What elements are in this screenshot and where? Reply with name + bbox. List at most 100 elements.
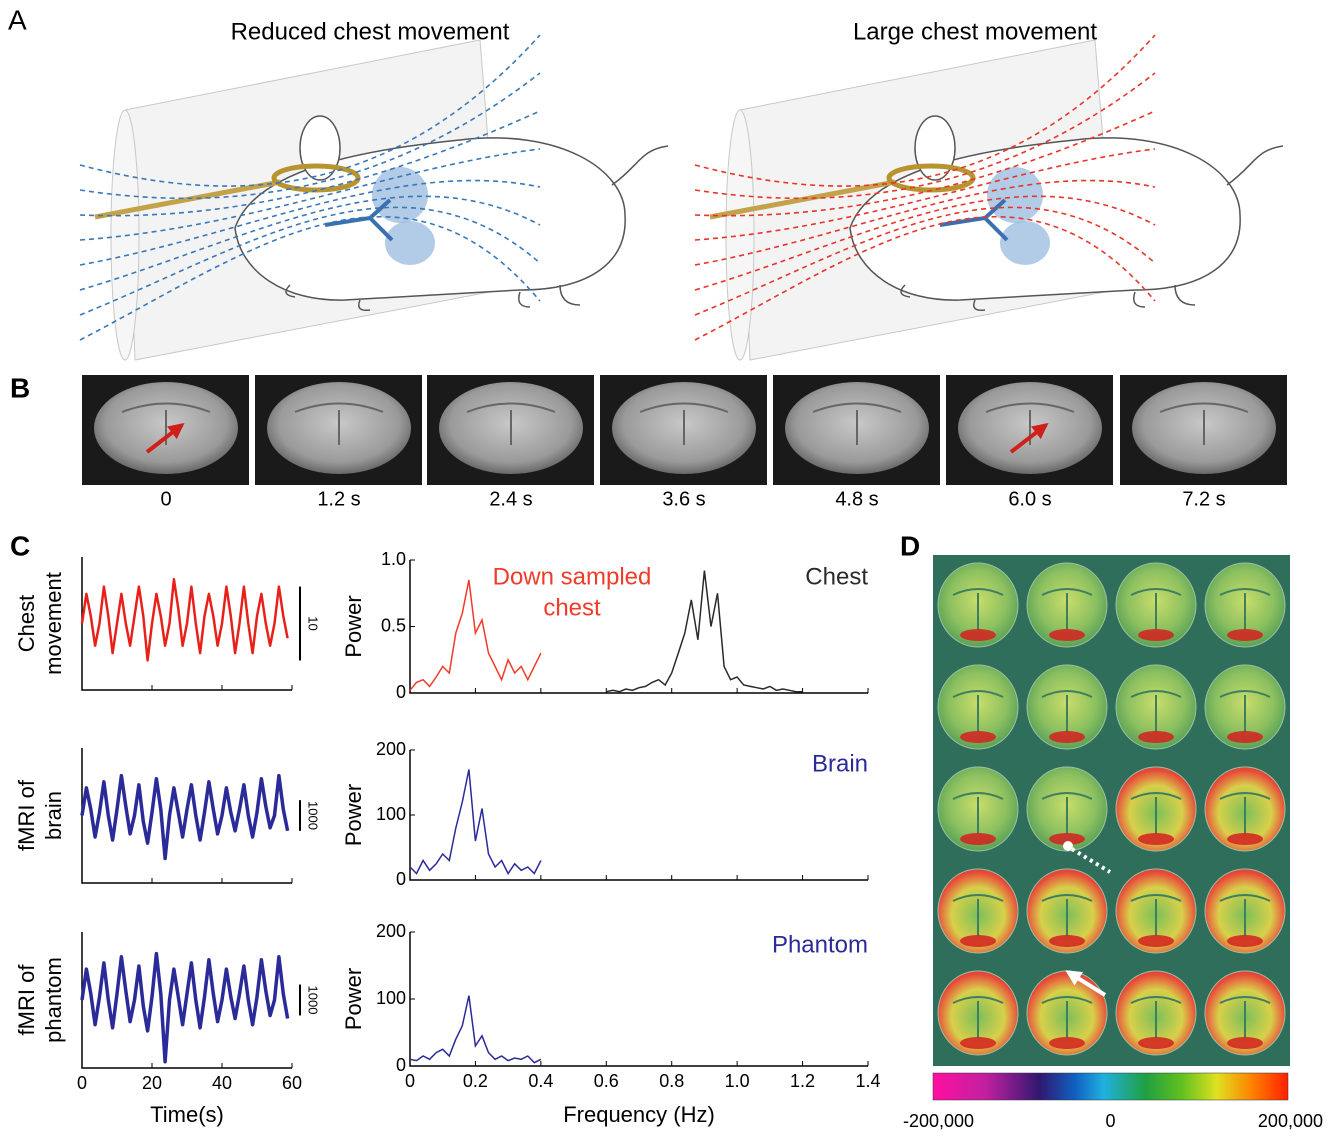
hot-spot [1227,833,1263,845]
mri-frame [427,375,594,485]
scale-bar-label: 1000 [306,801,321,830]
spectrum [410,580,541,690]
marker-dot [1063,841,1073,851]
spectrum [410,996,541,1063]
x-tick-label: 0 [405,1071,415,1091]
hot-spot [960,833,996,845]
hot-spot [960,1037,996,1049]
y-axis-label: movement [41,572,66,675]
y-tick-label: 200 [376,739,406,759]
trace [82,579,288,660]
y-axis-label: Power [341,968,366,1030]
hot-spot [960,935,996,947]
y-tick-label: 0.5 [381,615,406,635]
y-axis-label: Power [341,784,366,846]
lung [1000,221,1050,265]
colorbar-label: 0 [1105,1111,1115,1131]
panel-title: Large chest movement [853,18,1097,45]
y-axis-label: brain [41,791,66,840]
frame-time: 3.6 s [662,488,705,510]
rat-ear [300,116,340,180]
illustration [80,35,668,360]
panel-label: B [10,372,30,403]
x-tick-label: 0.2 [463,1071,488,1091]
x-tick-label: 0 [77,1073,87,1093]
mri-frame [773,375,940,485]
x-tick-label: 0.4 [528,1071,553,1091]
hot-spot [1227,935,1263,947]
lung [372,167,428,223]
lung [987,167,1043,223]
panel-label: A [8,4,27,35]
x-axis-label: Time(s) [150,1102,224,1127]
mri-frame [600,375,767,485]
hot-spot [1138,833,1174,845]
hot-spot [1049,1037,1085,1049]
x-tick-label: 0.6 [594,1071,619,1091]
frame-time: 0 [160,488,171,510]
scale-bar-label: 1000 [306,986,321,1015]
lung [385,221,435,265]
x-tick-label: 40 [212,1073,232,1093]
hot-spot [1138,935,1174,947]
mri-frame [255,375,422,485]
series-label: Brain [812,750,868,777]
colorbar [933,1073,1288,1100]
scale-bar-label: 10 [306,616,321,630]
trace [82,776,288,859]
colorbar-label: 200,000 [1258,1111,1323,1131]
series-label: chest [543,594,601,621]
colorbar-label: -200,000 [903,1111,974,1131]
x-tick-label: 0.8 [659,1071,684,1091]
y-axis-label: phantom [41,957,66,1043]
y-tick-label: 0 [396,682,406,702]
y-tick-label: 100 [376,988,406,1008]
hot-spot [1049,731,1085,743]
trace [82,954,288,1062]
frame-time: 2.4 s [489,488,532,510]
rat-ear [915,116,955,180]
hot-spot [960,731,996,743]
hot-spot [1049,935,1085,947]
hot-spot [1138,629,1174,641]
panel-label: D [900,530,920,561]
series-label: Chest [805,563,868,590]
frame-time: 1.2 s [317,488,360,510]
rat-tail [612,146,668,185]
axis [410,750,868,880]
x-tick-label: 1.0 [725,1071,750,1091]
y-axis-label: fMRI of [14,779,39,851]
y-tick-label: 100 [376,804,406,824]
y-tick-label: 1.0 [381,549,406,569]
y-axis-label: Power [341,595,366,657]
hot-spot [1227,629,1263,641]
x-tick-label: 1.2 [790,1071,815,1091]
mri-frame [946,375,1113,485]
series-label: Phantom [772,931,868,958]
hot-spot [1227,731,1263,743]
mri-frame [82,375,249,485]
mri-frame [1120,375,1287,485]
y-tick-label: 200 [376,921,406,941]
series-label: Down sampled [493,563,652,590]
illustration [695,35,1283,360]
frame-time: 4.8 s [835,488,878,510]
hot-spot [1049,629,1085,641]
hot-spot [1227,1037,1263,1049]
x-tick-label: 20 [142,1073,162,1093]
x-axis-label: Frequency (Hz) [563,1102,715,1127]
figure: A Reduced chest movement Large chest mov… [0,0,1342,1135]
rat-tail [1227,146,1283,185]
y-tick-label: 0 [396,869,406,889]
y-axis-label: Chest [14,595,39,652]
frame-time: 7.2 s [1182,488,1225,510]
x-tick-label: 60 [282,1073,302,1093]
panel-label: C [10,530,30,561]
panel-title: Reduced chest movement [231,18,510,45]
y-axis-label: fMRI of [14,964,39,1036]
hot-spot [1138,731,1174,743]
x-tick-label: 1.4 [855,1071,880,1091]
spectrum [410,770,541,874]
frame-time: 6.0 s [1008,488,1051,510]
hot-spot [960,629,996,641]
